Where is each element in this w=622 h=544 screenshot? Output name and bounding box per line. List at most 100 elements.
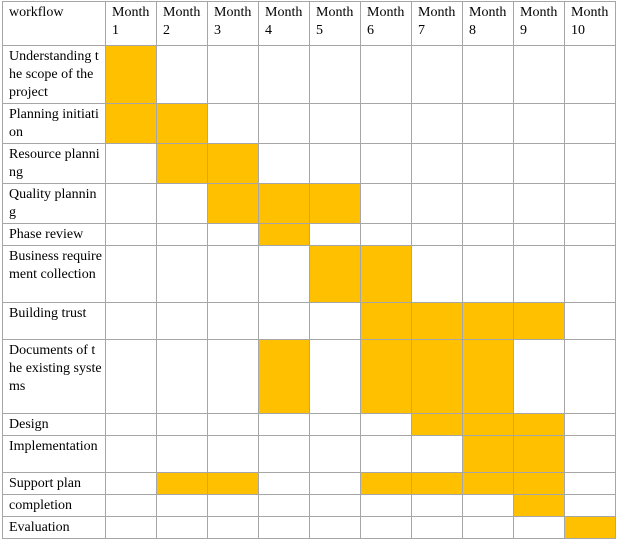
gantt-empty-cell bbox=[411, 435, 463, 473]
header-month-8: Month 8 bbox=[462, 1, 514, 46]
task-row: Design bbox=[2, 413, 616, 436]
gantt-empty-cell bbox=[462, 223, 514, 246]
header-month-6: Month 6 bbox=[360, 1, 412, 46]
gantt-empty-cell bbox=[462, 516, 514, 539]
gantt-table: workflow Month 1 Month 2 Month 3 Month 4… bbox=[2, 1, 616, 539]
task-row: completion bbox=[2, 494, 616, 517]
gantt-empty-cell bbox=[156, 516, 208, 539]
gantt-empty-cell bbox=[564, 413, 616, 436]
gantt-empty-cell bbox=[411, 245, 463, 303]
gantt-empty-cell bbox=[360, 223, 412, 246]
task-name: Business requirement collection bbox=[2, 245, 106, 303]
gantt-bar-cell bbox=[411, 413, 463, 436]
gantt-empty-cell bbox=[207, 413, 259, 436]
gantt-empty-cell bbox=[564, 472, 616, 495]
header-month-10: Month 10 bbox=[564, 1, 616, 46]
task-name: completion bbox=[2, 494, 106, 517]
task-name: Implementation bbox=[2, 435, 106, 473]
gantt-empty-cell bbox=[207, 302, 259, 340]
gantt-empty-cell bbox=[564, 435, 616, 473]
gantt-empty-cell bbox=[156, 435, 208, 473]
gantt-empty-cell bbox=[105, 339, 157, 414]
gantt-empty-cell bbox=[258, 302, 310, 340]
gantt-bar-cell bbox=[360, 339, 412, 414]
gantt-empty-cell bbox=[309, 435, 361, 473]
task-name: Understanding the scope of the project bbox=[2, 45, 106, 104]
gantt-bar-cell bbox=[360, 472, 412, 495]
gantt-bar-cell bbox=[258, 339, 310, 414]
gantt-empty-cell bbox=[309, 413, 361, 436]
gantt-empty-cell bbox=[309, 472, 361, 495]
gantt-empty-cell bbox=[513, 45, 565, 104]
gantt-empty-cell bbox=[564, 302, 616, 340]
gantt-empty-cell bbox=[564, 339, 616, 414]
gantt-empty-cell bbox=[156, 223, 208, 246]
gantt-empty-cell bbox=[309, 339, 361, 414]
gantt-empty-cell bbox=[105, 435, 157, 473]
gantt-bar-cell bbox=[105, 45, 157, 104]
gantt-empty-cell bbox=[462, 45, 514, 104]
gantt-empty-cell bbox=[309, 143, 361, 184]
gantt-empty-cell bbox=[462, 183, 514, 224]
gantt-empty-cell bbox=[513, 245, 565, 303]
task-name: Support plan bbox=[2, 472, 106, 495]
gantt-empty-cell bbox=[258, 103, 310, 144]
gantt-bar-cell bbox=[309, 245, 361, 303]
gantt-bar-cell bbox=[360, 245, 412, 303]
header-month-4: Month 4 bbox=[258, 1, 310, 46]
gantt-empty-cell bbox=[564, 223, 616, 246]
gantt-empty-cell bbox=[564, 245, 616, 303]
gantt-empty-cell bbox=[207, 516, 259, 539]
gantt-bar-cell bbox=[513, 494, 565, 517]
gantt-bar-cell bbox=[411, 339, 463, 414]
gantt-empty-cell bbox=[564, 45, 616, 104]
gantt-empty-cell bbox=[564, 103, 616, 144]
gantt-empty-cell bbox=[156, 183, 208, 224]
gantt-empty-cell bbox=[105, 183, 157, 224]
gantt-empty-cell bbox=[258, 413, 310, 436]
gantt-empty-cell bbox=[258, 472, 310, 495]
gantt-empty-cell bbox=[156, 413, 208, 436]
gantt-empty-cell bbox=[411, 45, 463, 104]
gantt-empty-cell bbox=[207, 223, 259, 246]
gantt-empty-cell bbox=[105, 472, 157, 495]
header-month-7: Month 7 bbox=[411, 1, 463, 46]
gantt-empty-cell bbox=[105, 223, 157, 246]
gantt-bar-cell bbox=[156, 103, 208, 144]
gantt-empty-cell bbox=[309, 494, 361, 517]
gantt-empty-cell bbox=[462, 103, 514, 144]
task-row: Building trust bbox=[2, 302, 616, 340]
gantt-empty-cell bbox=[156, 45, 208, 104]
gantt-empty-cell bbox=[156, 494, 208, 517]
header-workflow: workflow bbox=[2, 1, 106, 46]
gantt-empty-cell bbox=[513, 516, 565, 539]
gantt-bar-cell bbox=[411, 472, 463, 495]
gantt-bar-cell bbox=[462, 472, 514, 495]
gantt-empty-cell bbox=[360, 435, 412, 473]
task-row: Understanding the scope of the project bbox=[2, 45, 616, 104]
header-row: workflow Month 1 Month 2 Month 3 Month 4… bbox=[2, 1, 616, 46]
gantt-empty-cell bbox=[105, 494, 157, 517]
gantt-bar-cell bbox=[513, 472, 565, 495]
gantt-bar-cell bbox=[207, 183, 259, 224]
gantt-empty-cell bbox=[105, 302, 157, 340]
gantt-empty-cell bbox=[309, 516, 361, 539]
task-row: Implementation bbox=[2, 435, 616, 473]
gantt-empty-cell bbox=[258, 435, 310, 473]
gantt-bar-cell bbox=[513, 302, 565, 340]
gantt-bar-cell bbox=[207, 472, 259, 495]
header-month-3: Month 3 bbox=[207, 1, 259, 46]
gantt-empty-cell bbox=[360, 103, 412, 144]
gantt-empty-cell bbox=[360, 516, 412, 539]
gantt-empty-cell bbox=[411, 183, 463, 224]
gantt-bar-cell bbox=[462, 302, 514, 340]
gantt-empty-cell bbox=[105, 516, 157, 539]
gantt-empty-cell bbox=[105, 413, 157, 436]
task-row: Phase review bbox=[2, 223, 616, 246]
gantt-empty-cell bbox=[207, 494, 259, 517]
gantt-bar-cell bbox=[462, 413, 514, 436]
gantt-bar-cell bbox=[156, 472, 208, 495]
header-month-1: Month 1 bbox=[105, 1, 157, 46]
gantt-empty-cell bbox=[105, 245, 157, 303]
task-row: Quality planning bbox=[2, 183, 616, 224]
